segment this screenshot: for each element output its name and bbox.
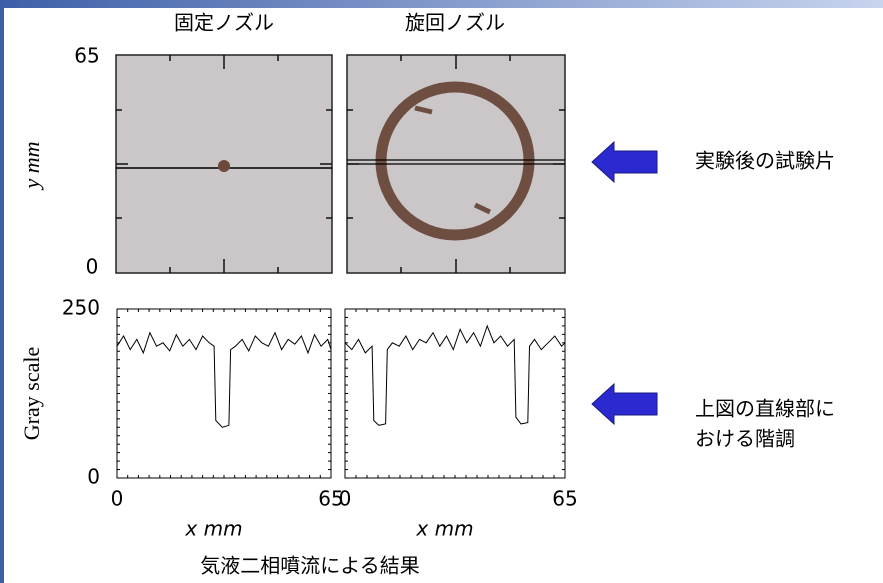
photo-axis-title: y mm [19,141,44,190]
plot-frame [345,309,565,478]
panel-title: 固定ノズル [174,11,274,35]
arrow [592,384,657,424]
x-tick-label: 65 [552,487,577,511]
y-axis-label: Gray scale [19,347,44,440]
photo-axis-label: 0 [86,255,99,279]
x-tick-label: 0 [339,487,352,511]
slide: 固定ノズル 旋回ノズル 65 0 y mm 実験後の試験片 上図の直線部に おけ… [0,0,883,583]
y-tick-label: 250 [62,296,100,320]
x-axis-label: x mm [415,517,473,541]
x-axis-label: x mm [184,517,242,541]
arrow [592,142,657,182]
y-tick-label: 0 [87,465,100,489]
caption: 気液二相噴流による結果 [200,554,419,578]
note: 上図の直線部に [695,397,835,421]
left-bar [0,0,4,583]
note: 実験後の試験片 [695,149,835,173]
note: おける階調 [695,427,795,451]
photo [347,55,565,273]
photo-axis-label: 65 [74,44,99,68]
page: 固定ノズル 旋回ノズル 65 0 y mm 実験後の試験片 上図の直線部に おけ… [0,0,883,583]
panel-title: 旋回ノズル [405,11,505,35]
line [117,333,331,428]
photo [116,55,332,273]
line [345,326,565,425]
top-bar [0,0,883,8]
x-tick-label: 0 [111,487,124,511]
